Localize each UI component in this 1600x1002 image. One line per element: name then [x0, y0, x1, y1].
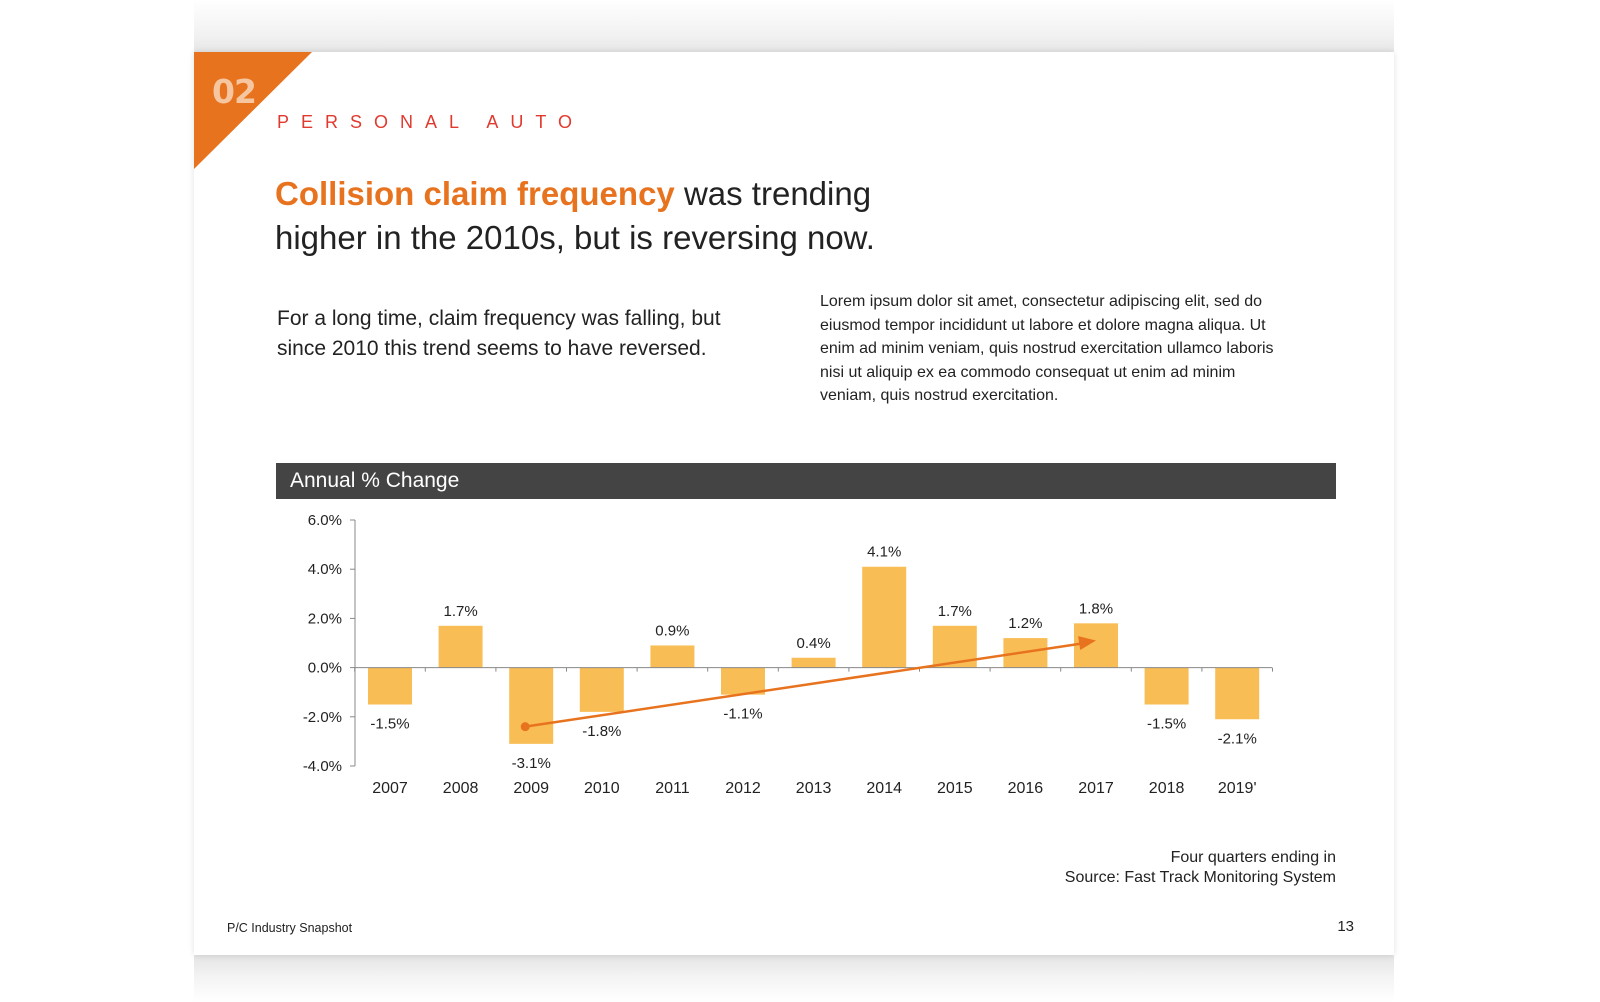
bar-data-label: -1.5% — [1147, 716, 1186, 733]
x-tick-label: 2008 — [443, 780, 479, 797]
x-tick-label: 2009 — [513, 780, 549, 797]
chart-header-bar: Annual % Change — [276, 463, 1336, 499]
section-label: PERSONAL AUTO — [277, 112, 585, 132]
section-corner-tab — [194, 52, 312, 169]
bar — [862, 566, 907, 668]
x-tick-label: 2015 — [937, 780, 973, 797]
page-headline: Collision claim frequency was trending h… — [275, 172, 975, 260]
bar-data-label: 1.7% — [938, 603, 972, 620]
trend-arrow-head — [1078, 636, 1096, 650]
bar-data-label: -1.1% — [723, 706, 762, 723]
y-tick-label: -4.0% — [303, 758, 342, 775]
chart-title: Annual % Change — [290, 469, 460, 492]
bar — [579, 667, 624, 712]
x-tick-label: 2011 — [655, 780, 690, 797]
trend-arrow-start-dot — [520, 722, 530, 732]
chart-note-source: Source: Fast Track Monitoring System — [1064, 869, 1336, 886]
bar-data-label: 0.9% — [655, 622, 689, 639]
headline-rest-line2: higher in the 2010s, but is reversing no… — [275, 219, 875, 256]
x-tick-label: 2014 — [866, 780, 902, 797]
bar — [1215, 667, 1260, 720]
footer-page-number: 13 — [1337, 918, 1354, 935]
trend-arrow-line — [525, 642, 1083, 728]
page-shadow-top — [194, 0, 1394, 52]
x-tick-label: 2017 — [1078, 780, 1114, 797]
x-tick-label: 2018 — [1149, 780, 1185, 797]
x-tick-label: 2016 — [1008, 780, 1044, 797]
y-tick-label: 4.0% — [308, 561, 342, 578]
x-tick-label: 2019' — [1218, 780, 1257, 797]
chart-source-note: Four quarters ending in Source: Fast Tra… — [916, 848, 1336, 888]
bar-data-label: -1.5% — [370, 716, 409, 733]
bar — [721, 667, 765, 695]
x-tick-label: 2013 — [796, 780, 832, 797]
x-tick-label: 2007 — [372, 780, 408, 797]
y-tick-label: 2.0% — [308, 610, 342, 627]
bar-data-label: -2.1% — [1218, 730, 1257, 747]
page-shadow-bottom — [194, 955, 1394, 1002]
headline-accent: Collision claim frequency — [275, 175, 675, 212]
footer-publication-title: P/C Industry Snapshot — [227, 921, 353, 935]
y-tick-label: 6.0% — [308, 512, 342, 529]
bar-data-label: 1.2% — [1008, 615, 1042, 632]
bar-data-label: 1.7% — [443, 603, 477, 620]
bar — [509, 667, 554, 744]
bar — [438, 625, 483, 668]
chart-note-period: Four quarters ending in — [1170, 849, 1336, 866]
body-paragraph: Lorem ipsum dolor sit amet, consectetur … — [820, 293, 1274, 404]
bar-data-label: 0.4% — [796, 635, 830, 652]
bar-data-label: -1.8% — [582, 723, 621, 740]
bar-chart: 6.0% 4.0% 2.0% 0.0% -2.0% -4.0% -1.5% 2007 1.7% 2… — [303, 512, 1273, 797]
bar-data-label: -3.1% — [512, 755, 551, 772]
bar — [791, 657, 836, 668]
headline-rest-line1: was trending — [674, 175, 872, 212]
y-tick-label: -2.0% — [303, 709, 342, 726]
bar-data-label: 1.8% — [1079, 600, 1113, 617]
bar — [368, 667, 412, 705]
bar-data-label: 4.1% — [867, 544, 901, 561]
bar — [1144, 667, 1189, 705]
x-tick-label: 2012 — [725, 780, 761, 797]
y-tick-label: 0.0% — [308, 660, 342, 677]
report-page: 02 PERSONAL AUTO Collision claim frequen… — [194, 52, 1394, 955]
lead-paragraph: For a long time, claim frequency was fal… — [277, 307, 721, 360]
x-tick-label: 2010 — [584, 780, 620, 797]
section-number: 02 — [212, 72, 257, 111]
bar — [650, 645, 695, 668]
